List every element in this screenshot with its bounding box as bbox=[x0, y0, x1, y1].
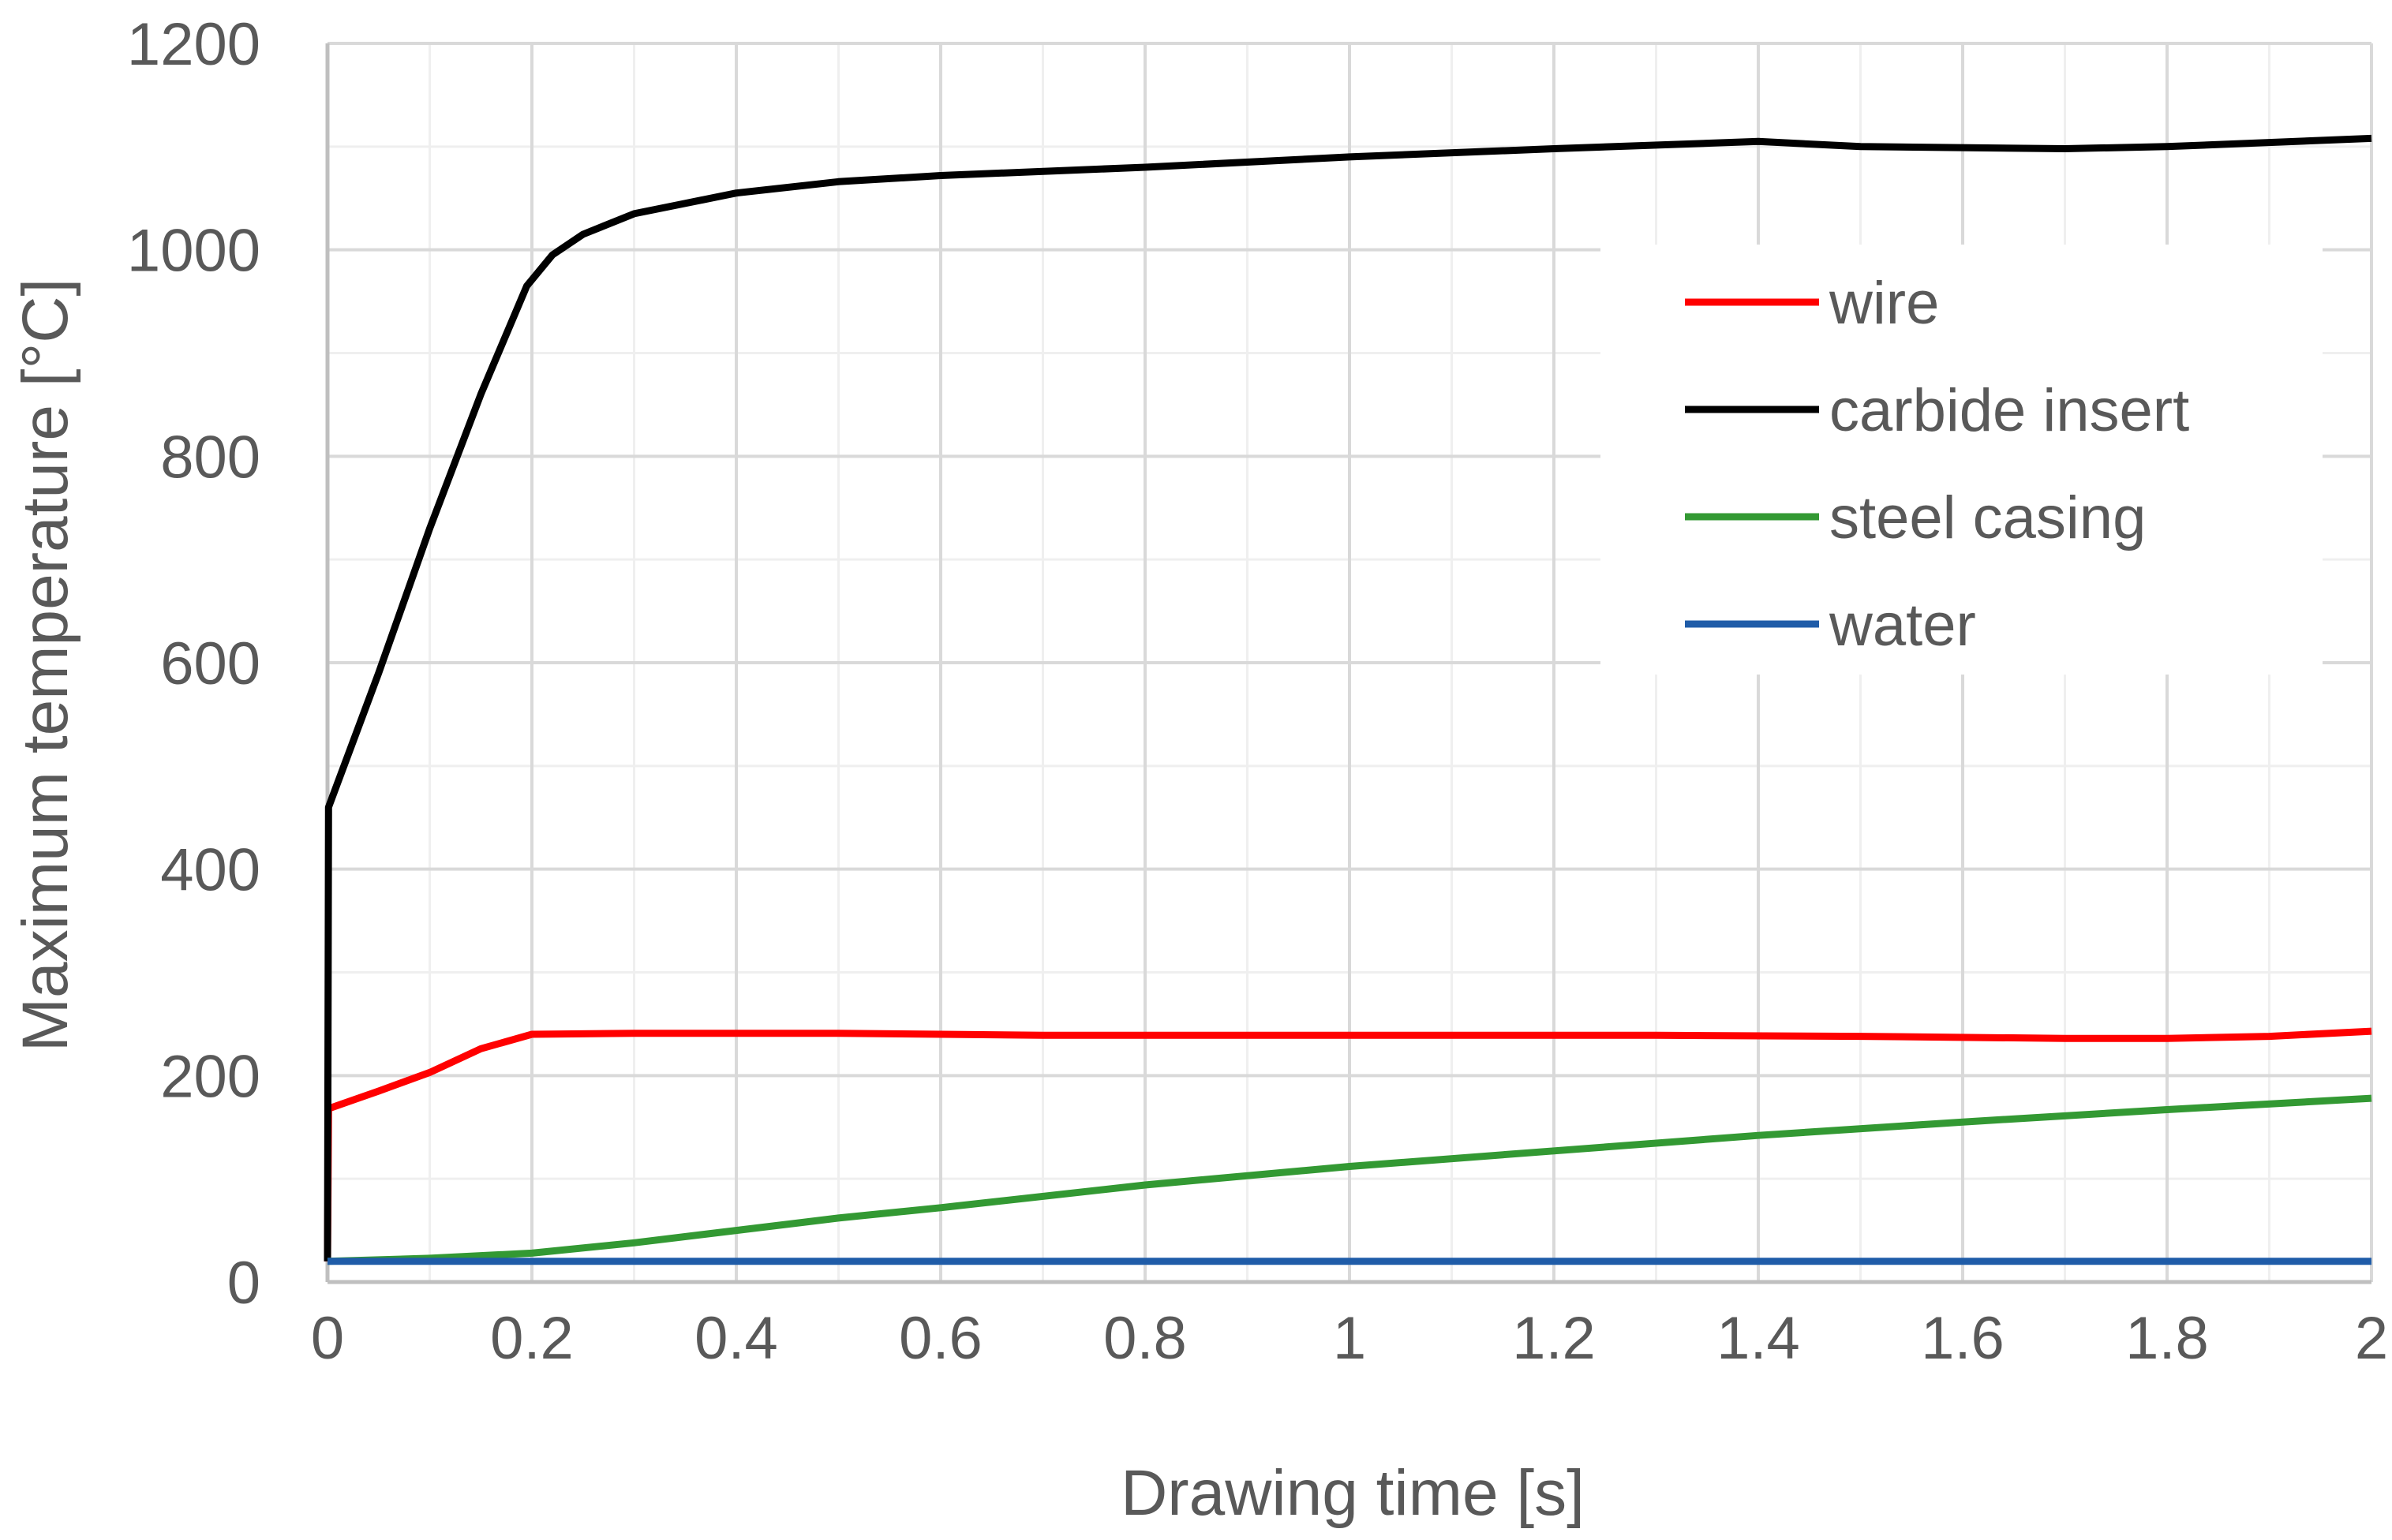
y-tick-label: 1000 bbox=[127, 218, 260, 285]
legend-label-carbide-insert: carbide insert bbox=[1829, 377, 2189, 444]
y-tick-label: 1200 bbox=[127, 11, 260, 78]
x-tick-label: 1.8 bbox=[2125, 1305, 2209, 1372]
legend-label-steel-casing: steel casing bbox=[1829, 484, 2146, 551]
series-lines bbox=[324, 134, 2372, 1265]
y-tick-label: 0 bbox=[227, 1250, 260, 1317]
x-tick-label: 1.2 bbox=[1512, 1305, 1596, 1372]
y-tick-label: 200 bbox=[160, 1043, 260, 1110]
legend-label-water: water bbox=[1829, 592, 1976, 659]
x-tick-label: 0.4 bbox=[694, 1305, 778, 1372]
x-tick-label: 0.8 bbox=[1103, 1305, 1187, 1372]
y-tick-label: 600 bbox=[160, 630, 260, 697]
x-tick-label: 1 bbox=[1333, 1305, 1366, 1372]
tick-labels: 0 0.2 0.4 0.6 0.8 1 1.2 1.4 1.6 1.8 2 0 200 400 600 800… bbox=[127, 11, 2388, 1372]
x-tick-label: 1.6 bbox=[1921, 1305, 2005, 1372]
x-tick-label: 0 bbox=[311, 1305, 344, 1372]
series-line-wire bbox=[324, 1027, 2372, 1262]
legend-box bbox=[1600, 245, 2323, 675]
x-tick-label: 1.4 bbox=[1716, 1305, 1800, 1372]
series-line-carbide-insert bbox=[324, 134, 2372, 1262]
y-axis-title: Maximum temperature [°C] bbox=[9, 278, 81, 1052]
x-tick-label: 0.6 bbox=[899, 1305, 983, 1372]
x-axis-title: Drawing time [s] bbox=[1121, 1457, 1585, 1529]
legend: wire carbide insert steel casing water bbox=[1600, 245, 2323, 675]
x-tick-label: 2 bbox=[2355, 1305, 2388, 1372]
legend-label-wire: wire bbox=[1829, 270, 1939, 337]
series-line-steel-casing bbox=[327, 1094, 2372, 1265]
y-tick-label: 400 bbox=[160, 837, 260, 904]
y-tick-label: 800 bbox=[160, 424, 260, 491]
x-tick-label: 0.2 bbox=[490, 1305, 574, 1372]
